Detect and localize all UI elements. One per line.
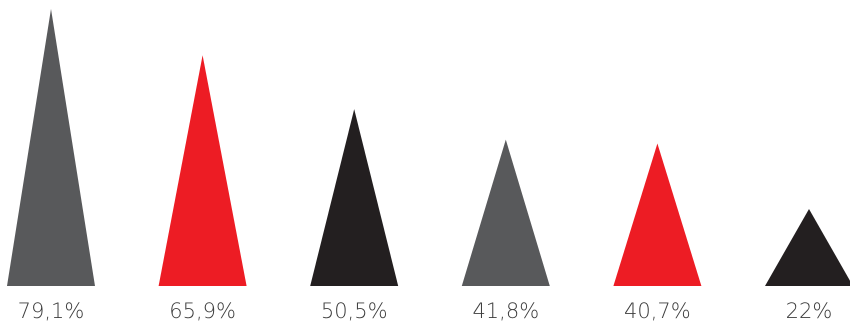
value-label-4: 41,8%	[472, 299, 539, 323]
value-label-5: 40,7%	[624, 299, 691, 323]
triangle-mark-4	[461, 139, 550, 286]
chart-marks	[7, 9, 850, 286]
value-label-2: 65,9%	[169, 299, 236, 323]
triangle-mark-6	[765, 208, 850, 286]
value-label-6: 22%	[786, 299, 833, 323]
triangle-mark-5	[613, 143, 702, 286]
triangle-mark-1	[7, 9, 95, 286]
triangle-mark-3	[310, 109, 399, 286]
value-label-1: 79,1%	[18, 299, 85, 323]
value-labels: 79,1% 65,9% 50,5% 41,8% 40,7% 22%	[18, 299, 833, 323]
triangle-mark-2	[158, 55, 247, 286]
value-label-3: 50,5%	[321, 299, 388, 323]
